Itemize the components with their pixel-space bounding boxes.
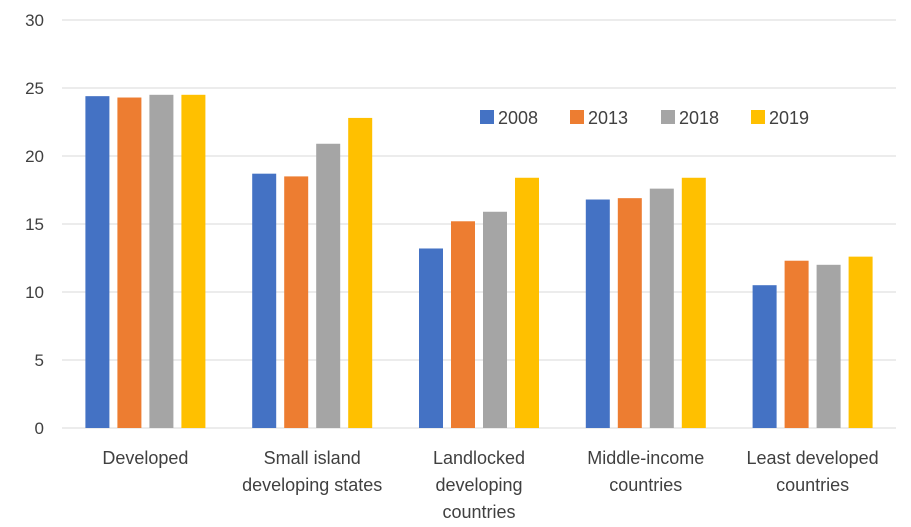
legend-swatch-2008	[480, 110, 494, 124]
bar-2018-0	[149, 94, 174, 429]
bars	[85, 94, 873, 429]
category-label-line: countries	[609, 475, 682, 495]
bar-2019-1	[348, 117, 373, 429]
bar-2013-3	[617, 198, 642, 428]
category-label: Small island developing states	[242, 448, 382, 495]
category-label-line: Least developed	[747, 448, 879, 468]
category-label: Developed	[102, 448, 188, 468]
bar-2018-3	[649, 188, 674, 428]
bar-2013-4	[784, 260, 809, 428]
legend-label-2018: 2018	[679, 108, 719, 128]
category-label-line: Developed	[102, 448, 188, 468]
bar-2008-3	[585, 199, 610, 428]
legend-swatch-2018	[661, 110, 675, 124]
bar-2019-3	[681, 177, 706, 428]
y-tick-label: 25	[25, 79, 44, 98]
category-label-line: Middle-income	[587, 448, 704, 468]
category-label: Landlocked developing countries	[433, 448, 525, 522]
category-label-line: countries	[442, 502, 515, 522]
category-label-line: developing states	[242, 475, 382, 495]
y-tick-label: 0	[35, 419, 44, 438]
category-label-line: developing	[435, 475, 522, 495]
legend-label-2013: 2013	[588, 108, 628, 128]
category-label-line: Landlocked	[433, 448, 525, 468]
bar-2013-0	[117, 97, 142, 429]
legend-swatch-2013	[570, 110, 584, 124]
bar-2008-4	[752, 285, 777, 428]
bar-2019-2	[515, 177, 539, 428]
x-axis-category-labels: Developed Small island developing states La…	[102, 448, 878, 522]
bar-2008-1	[252, 173, 277, 428]
y-tick-label: 20	[25, 147, 44, 166]
legend-swatch-2019	[751, 110, 765, 124]
legend-label-2008: 2008	[498, 108, 538, 128]
y-tick-label: 10	[25, 283, 44, 302]
bar-2008-0	[85, 96, 110, 428]
bar-2008-2	[419, 248, 443, 428]
bar-2018-2	[483, 211, 507, 428]
y-axis-tick-labels: 0 5 10 15 20 25 30	[25, 11, 44, 438]
legend-label-2019: 2019	[769, 108, 809, 128]
legend: 2008 2013 2018 2019	[480, 108, 809, 128]
bar-2018-4	[816, 264, 841, 428]
bar-2019-0	[181, 94, 206, 429]
bar-2019-4	[848, 256, 873, 428]
y-tick-label: 15	[25, 215, 44, 234]
category-label: Middle-income countries	[587, 448, 704, 495]
y-tick-label: 30	[25, 11, 44, 30]
category-label-line: countries	[776, 475, 849, 495]
bar-2013-2	[451, 221, 475, 428]
category-label: Least developed countries	[747, 448, 879, 495]
bar-2018-1	[316, 143, 341, 428]
category-label-line: Small island	[264, 448, 361, 468]
bar-2013-1	[284, 176, 309, 428]
y-tick-label: 5	[35, 351, 44, 370]
